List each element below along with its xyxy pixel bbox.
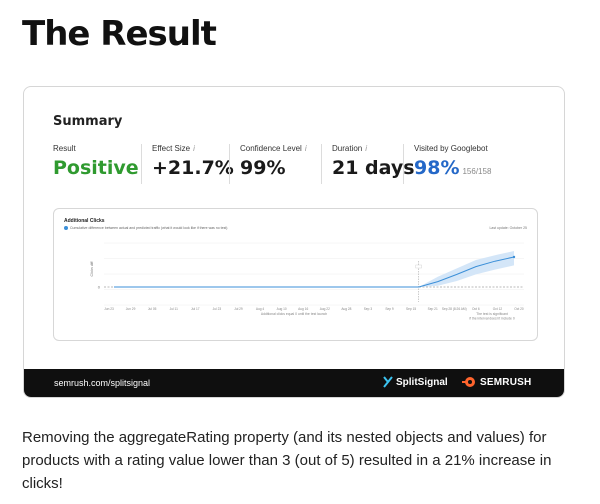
series-line bbox=[114, 256, 515, 288]
metric-value: 98% 156/158 bbox=[414, 157, 492, 179]
metrics-row: Result Positive Effect Size i +21.7% Conf… bbox=[53, 144, 513, 184]
metric-sub: 156/158 bbox=[462, 167, 492, 176]
chart-title: Additional Clicks bbox=[64, 218, 105, 224]
metric-value: 99% bbox=[240, 157, 286, 179]
info-icon[interactable]: i bbox=[193, 144, 195, 153]
x-tick-label: Jun 23 bbox=[104, 307, 114, 311]
confidence-band bbox=[114, 251, 514, 287]
x-tick-label: Aug 10 bbox=[277, 307, 287, 311]
x-tick-label: Jul 17 bbox=[191, 307, 200, 311]
x-axis-label: Additional clicks equal 0 until the test… bbox=[261, 312, 327, 316]
x-tick-label: Aug 4 bbox=[256, 307, 265, 311]
metric-value: Positive bbox=[53, 157, 139, 179]
x-tick-label: Sep 3 bbox=[364, 307, 373, 311]
series-end-point bbox=[512, 255, 516, 259]
metric-effect-size: Effect Size i +21.7% bbox=[141, 144, 234, 184]
summary-title: Summary bbox=[53, 114, 123, 129]
page-title: The Result bbox=[22, 14, 217, 54]
metric-duration: Duration i 21 days bbox=[321, 144, 415, 184]
y-axis-label: Clicks diff bbox=[90, 262, 94, 277]
result-card: Summary Result Positive Effect Size i +21… bbox=[23, 86, 565, 398]
x-tick-label: Aug 22 bbox=[320, 307, 330, 311]
x-tick-label: Oct 20 bbox=[514, 307, 524, 311]
metric-value: 21 days bbox=[332, 157, 415, 179]
test-start-marker bbox=[415, 264, 422, 269]
chart-updated: Last update: October 25 bbox=[489, 226, 527, 230]
semrush-logo: SEMRUSH bbox=[461, 376, 531, 388]
x-tick-label: Jun 29 bbox=[126, 307, 136, 311]
splitsignal-logo: SplitSignal bbox=[382, 376, 448, 388]
result-description: Removing the aggregateRating property (a… bbox=[22, 429, 552, 492]
x-tick-label: Jul 05 bbox=[148, 307, 157, 311]
metric-value: +21.7% bbox=[152, 157, 234, 179]
semrush-icon bbox=[462, 377, 475, 387]
splitsignal-icon bbox=[383, 376, 393, 388]
x-tick-label: Sep 28 (8:26 AM) bbox=[442, 307, 467, 311]
metric-label: Visited by Googlebot bbox=[414, 144, 488, 153]
additional-clicks-chart: Clicks diff 0 Jun 23 Jun 29 Jul 05 Jul 11 Jul … bbox=[53, 208, 538, 341]
x-tick-label: Aug 28 bbox=[341, 307, 351, 311]
card-footer: semrush.com/splitsignal SplitSignal SEMR… bbox=[24, 369, 564, 397]
y-tick-label: 0 bbox=[98, 285, 101, 290]
metric-label: Confidence Level i bbox=[240, 144, 307, 153]
x-tick-label: Jul 29 bbox=[234, 307, 243, 311]
info-icon[interactable]: i bbox=[365, 144, 368, 153]
metric-label: Duration i bbox=[332, 144, 368, 153]
semrush-label: SEMRUSH bbox=[480, 376, 532, 388]
x-tick-label: Sep 21 bbox=[428, 307, 438, 311]
metric-label: Effect Size i bbox=[152, 144, 195, 153]
metric-visited-by-googlebot: Visited by Googlebot 98% 156/158 bbox=[403, 144, 513, 184]
x-tick-label: Sep 9 bbox=[385, 307, 394, 311]
x-tick-label: Jul 11 bbox=[170, 307, 178, 311]
metric-result: Result Positive bbox=[53, 144, 141, 184]
info-icon[interactable]: i bbox=[304, 144, 307, 153]
x-tick-label: Aug 16 bbox=[298, 307, 308, 311]
footer-url[interactable]: semrush.com/splitsignal bbox=[54, 378, 151, 388]
splitsignal-label: SplitSignal bbox=[396, 376, 448, 388]
metric-label: Result bbox=[53, 144, 76, 153]
x-tick-label: Oct 12 bbox=[493, 307, 503, 311]
metric-confidence-level: Confidence Level i 99% bbox=[229, 144, 321, 184]
chart-canvas: Clicks diff 0 Jun 23 Jun 29 Jul 05 Jul 11 Jul … bbox=[90, 242, 524, 321]
legend-dot-icon bbox=[64, 226, 68, 230]
x-tick-label: Oct 6 bbox=[472, 307, 480, 311]
significance-note: if the interval doesn't include 0 bbox=[469, 317, 515, 321]
significance-note: The test is significant bbox=[476, 312, 508, 316]
x-tick-label: Jul 23 bbox=[213, 307, 222, 311]
x-tick-label: Sep 15 bbox=[406, 307, 416, 311]
chart-legend: Cumulative difference between actual and… bbox=[64, 226, 227, 230]
